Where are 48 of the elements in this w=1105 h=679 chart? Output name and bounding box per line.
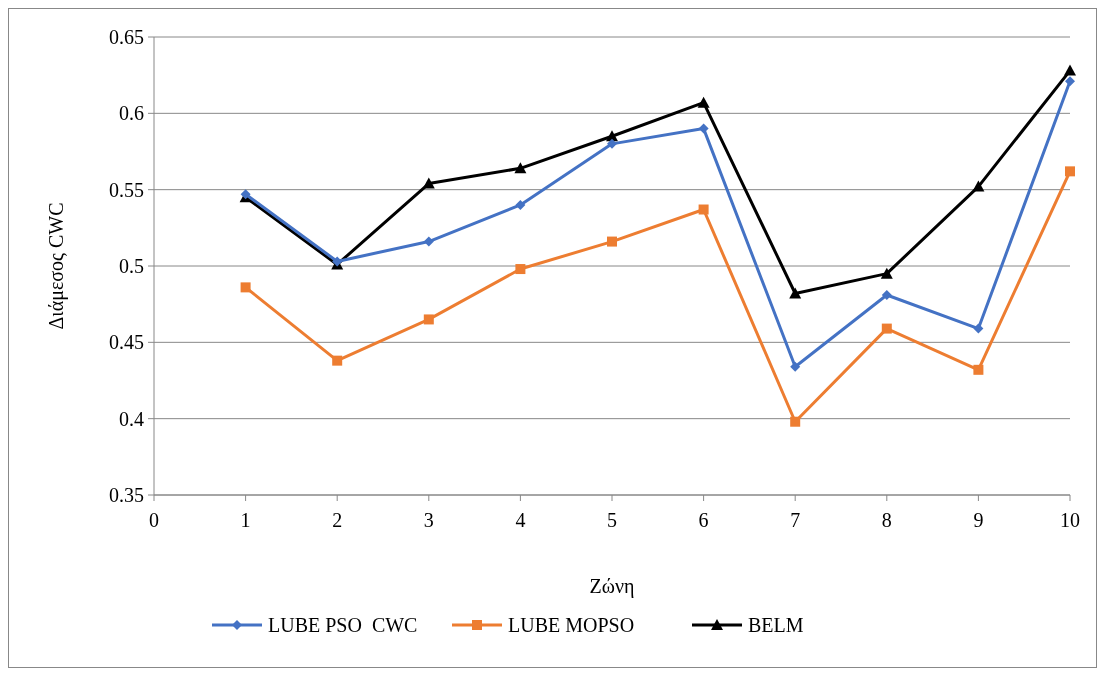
x-tick-label: 8 (881, 509, 892, 531)
x-axis-title: Ζώνη (589, 575, 635, 598)
point (607, 138, 617, 149)
point (972, 180, 985, 192)
point (973, 364, 984, 375)
point (515, 264, 526, 275)
point (973, 323, 984, 334)
point (607, 236, 617, 247)
x-tick-label: 7 (790, 509, 801, 531)
point (422, 177, 435, 189)
point (697, 96, 710, 108)
y-tick-label: 0.5 (119, 255, 144, 277)
legend-label: LUBE MOPSO (508, 614, 635, 636)
y-tick-label: 0.6 (119, 102, 144, 125)
y-axis-title: Διάμεσος CWC (45, 202, 68, 330)
point (1065, 166, 1075, 177)
x-tick-label: 0 (149, 509, 159, 531)
point (423, 314, 434, 325)
x-tick-label: 1 (240, 509, 251, 531)
legend-label: BELM (748, 614, 804, 636)
point (515, 199, 526, 210)
point (789, 287, 802, 299)
point (240, 282, 251, 293)
point (880, 267, 893, 279)
x-tick-label: 10 (1060, 509, 1080, 531)
x-tick-label: 6 (698, 509, 709, 531)
x-tick-label: 4 (515, 509, 526, 531)
point (698, 123, 709, 134)
point (514, 162, 527, 174)
x-tick-label: 9 (973, 509, 984, 531)
point (1065, 76, 1075, 87)
y-tick-label: 0.35 (109, 484, 144, 506)
point (698, 204, 709, 215)
y-tick-label: 0.55 (109, 178, 144, 201)
y-tick-label: 0.65 (109, 26, 144, 48)
x-tick-label: 2 (332, 509, 343, 531)
point (332, 355, 343, 366)
x-tick-label: 3 (423, 509, 434, 531)
y-tick-label: 0.4 (119, 407, 144, 430)
point (423, 236, 434, 247)
point (790, 361, 801, 372)
point (881, 290, 892, 301)
y-tick-label: 0.45 (109, 331, 144, 354)
point (881, 323, 892, 334)
legend-label: LUBE PSO CWC (268, 614, 418, 636)
x-tick-label: 5 (607, 509, 617, 531)
point (790, 416, 801, 427)
point (1064, 64, 1076, 76)
